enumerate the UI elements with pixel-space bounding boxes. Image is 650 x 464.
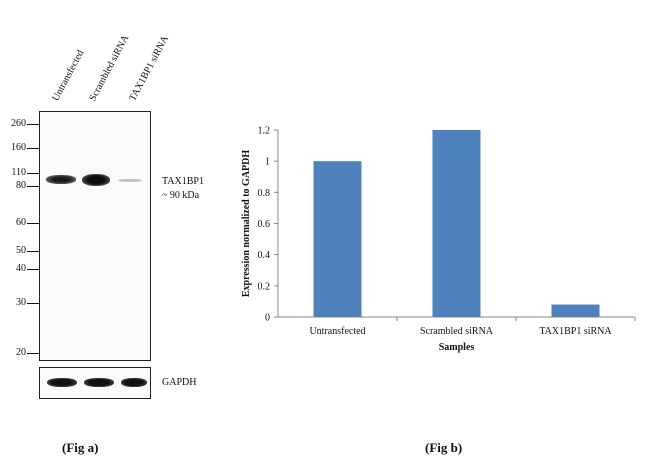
lane-label-scrambled: Scrambled siRNA [87, 33, 132, 103]
y-tick-label: 0.2 [258, 281, 271, 292]
gapdh-band-scrambled [84, 378, 114, 387]
bar-1 [432, 130, 481, 317]
mw-tick [27, 303, 39, 304]
x-axis-title: Samples [439, 342, 475, 353]
fig-a-caption: (Fig a) [62, 440, 99, 455]
x-tick-label: TAX1BP1 siRNA [539, 326, 612, 337]
y-tick-label: 0.8 [258, 188, 271, 199]
mw-tick [27, 223, 39, 224]
mw-label-20: 20 [16, 347, 26, 358]
band-untransfected [46, 175, 76, 184]
mw-tick [27, 186, 39, 187]
y-tick-label: 0.4 [258, 250, 271, 261]
loading-control-label: GAPDH [162, 377, 197, 388]
x-tick-label: Untransfected [309, 326, 365, 337]
mw-label-80: 80 [16, 180, 26, 191]
mw-tick [27, 148, 39, 149]
fig-b-caption: (Fig b) [425, 440, 463, 455]
mw-tick [27, 124, 39, 125]
mw-tick [27, 173, 39, 174]
target-label: TAX1BP1 [162, 176, 204, 187]
mw-label-110: 110 [11, 167, 26, 178]
gapdh-band-untransfected [47, 378, 77, 387]
mw-label-50: 50 [16, 245, 26, 256]
main-blot [39, 111, 151, 361]
mw-label-160: 160 [11, 142, 26, 153]
mw-label-30: 30 [16, 297, 26, 308]
bar-chart: 0 0.2 0.4 0.6 0.8 1 1.2 Untransfected Scrambled … [241, 126, 636, 353]
band-tax1bp1-sirna [118, 179, 142, 182]
bar-chart-panel: 0 0.2 0.4 0.6 0.8 1 1.2 Untransfected Scrambled … [235, 110, 645, 360]
bar-2 [551, 304, 600, 317]
mw-label-40: 40 [16, 263, 26, 274]
lane-label-untransfected: Untransfected [50, 48, 87, 103]
y-tick-label: 0 [265, 313, 270, 324]
y-axis-title: Expression normalized to GAPDH [241, 150, 252, 298]
mw-label-260: 260 [11, 118, 26, 129]
bar-0 [313, 161, 362, 317]
lane-label-tax1bp1-sirna: TAX1BP1 siRNA [127, 34, 171, 103]
gapdh-blot [39, 367, 151, 399]
target-size-label: ~ 90 kDa [162, 190, 200, 201]
y-tick-label: 1 [265, 157, 270, 168]
mw-tick [27, 269, 39, 270]
band-scrambled [82, 174, 110, 186]
y-tick-label: 0.6 [258, 219, 271, 230]
y-tick-label: 1.2 [258, 126, 271, 137]
western-blot-panel: Untransfected Scrambled siRNA TAX1BP1 si… [0, 0, 240, 464]
gapdh-band-tax1bp1-sirna [121, 378, 147, 387]
x-tick-label: Scrambled siRNA [420, 326, 494, 337]
mw-tick [27, 251, 39, 252]
mw-tick [27, 353, 39, 354]
mw-label-60: 60 [16, 217, 26, 228]
